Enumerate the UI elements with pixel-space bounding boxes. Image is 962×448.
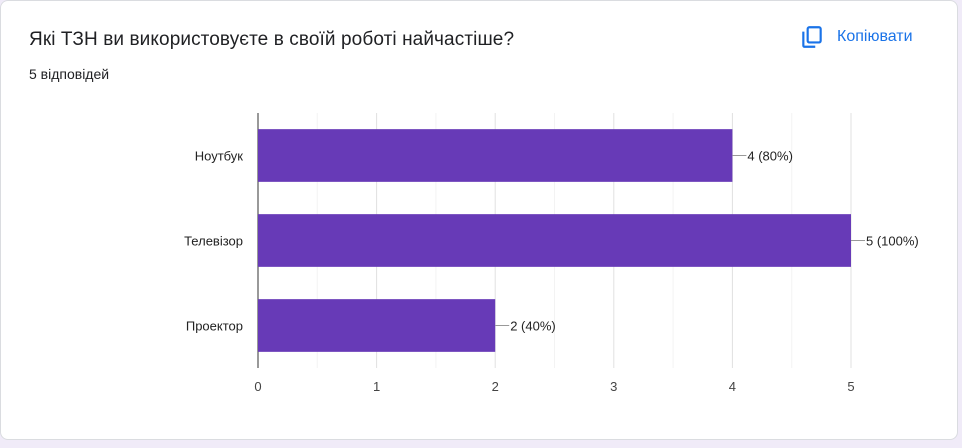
x-tick-label: 2	[492, 379, 499, 394]
bar	[258, 214, 851, 267]
x-tick-label: 3	[610, 379, 617, 394]
response-count: 5 відповідей	[29, 66, 110, 82]
data-label: 4 (80%)	[747, 149, 793, 164]
copy-button-label: Копіювати	[837, 28, 913, 45]
question-title: Які ТЗН ви використовуєте в своїй роботі…	[29, 29, 515, 50]
bar-chart: 0 1 2 3 4 5 Ноутбук 4 (80%) Телевізор 5 (100%) Про…	[184, 113, 919, 394]
question-card: Які ТЗН ви використовуєте в своїй роботі…	[0, 0, 958, 440]
x-tick-label: 1	[373, 379, 380, 394]
data-label: 2 (40%)	[510, 319, 556, 334]
category-label: Проектор	[186, 319, 243, 334]
data-label: 5 (100%)	[866, 234, 919, 249]
copy-icon	[802, 26, 822, 48]
bar	[258, 129, 733, 182]
bar	[258, 299, 496, 352]
category-label: Ноутбук	[195, 149, 244, 164]
x-tick-label: 0	[254, 379, 261, 394]
x-tick-label: 4	[729, 379, 736, 394]
category-label: Телевізор	[184, 234, 243, 249]
copy-button[interactable]: Копіювати	[791, 19, 921, 55]
x-tick-label: 5	[847, 379, 854, 394]
